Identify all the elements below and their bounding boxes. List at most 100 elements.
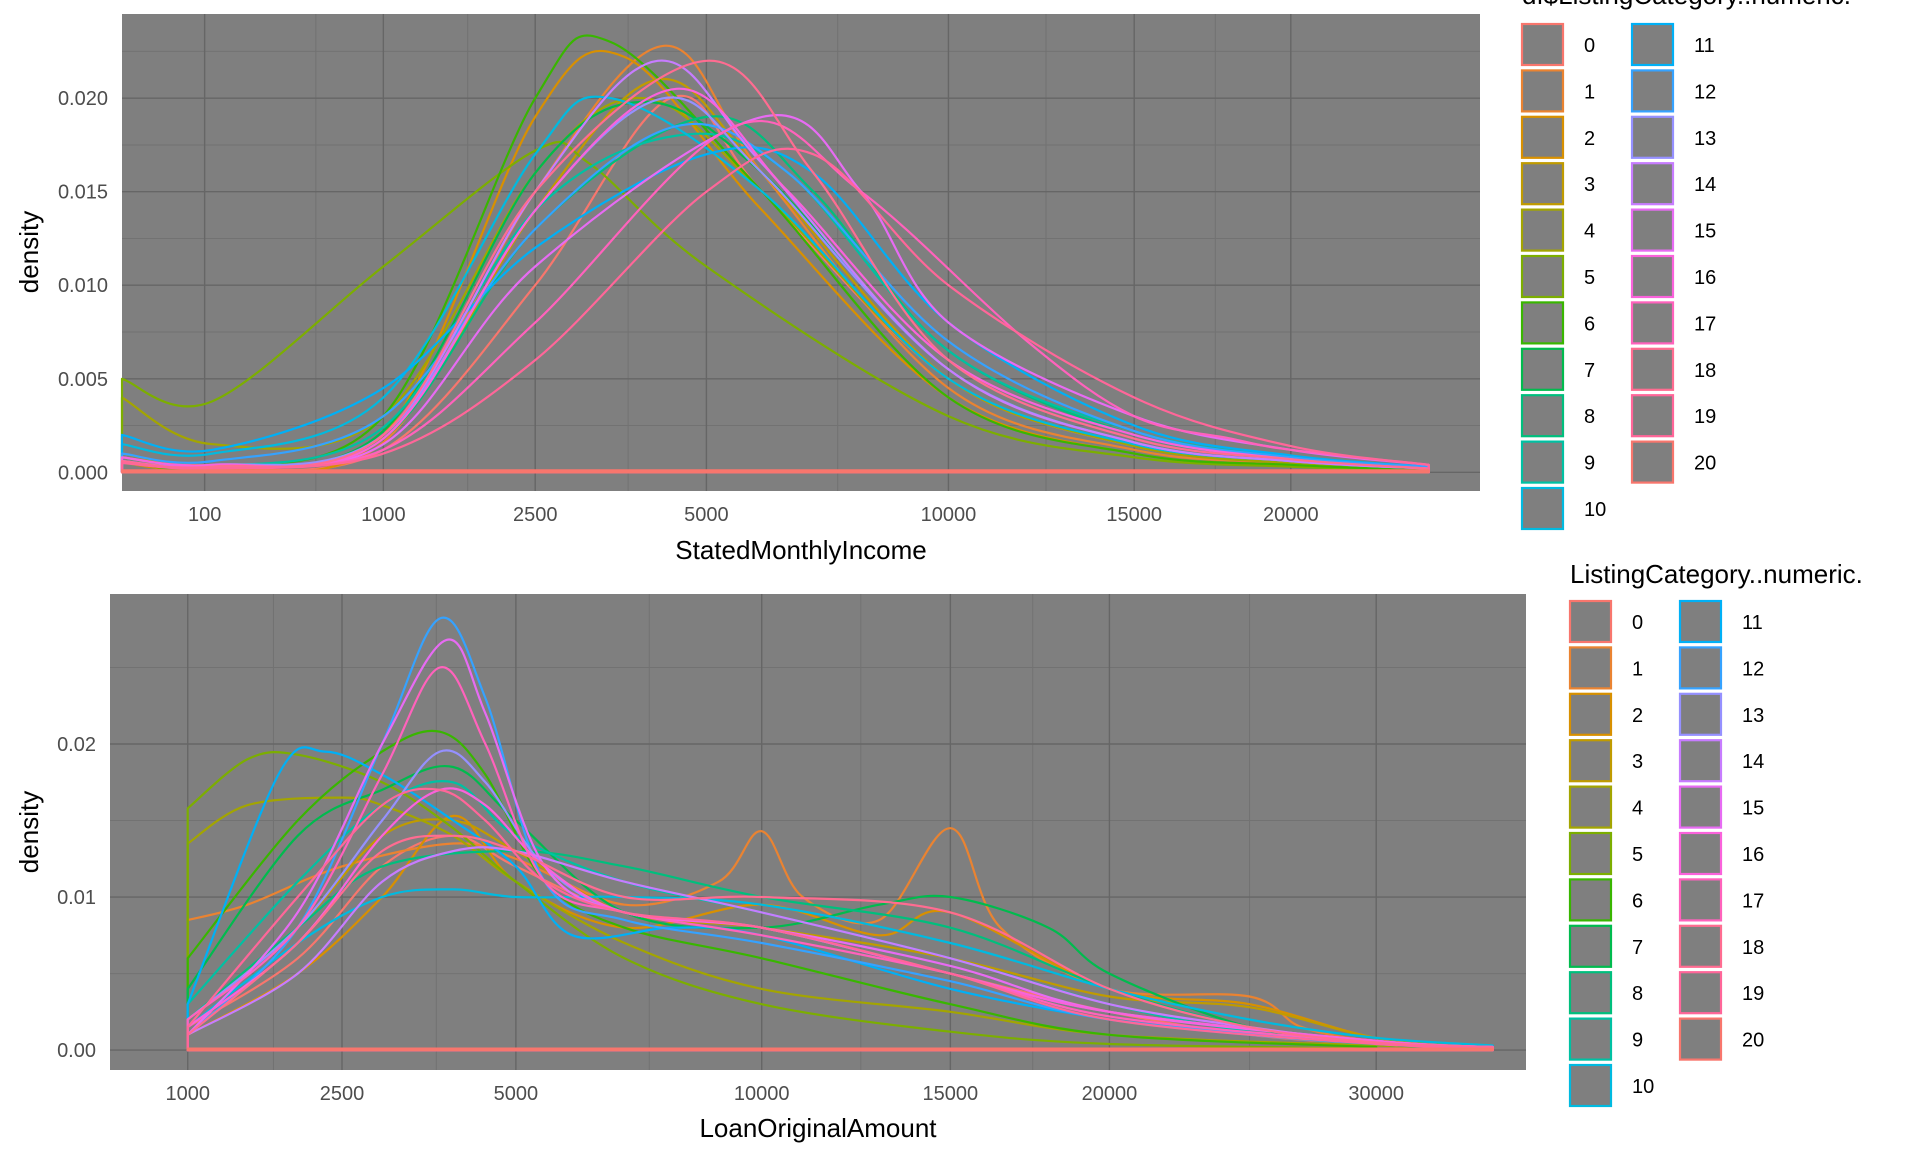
- legend-key-20: [1678, 1017, 1723, 1061]
- legend-key-1: [1520, 69, 1565, 113]
- x-tick-label: 5000: [494, 1083, 539, 1105]
- legend-key-13: [1630, 115, 1675, 159]
- legend-label-1: 1: [1584, 81, 1595, 103]
- legend-key-9: [1520, 440, 1565, 484]
- legend-key-6: [1568, 878, 1613, 922]
- density-curve-20: [120, 469, 1430, 474]
- legend-key-16: [1630, 254, 1675, 299]
- x-tick-label: 5000: [684, 504, 729, 526]
- legend-key-15: [1630, 208, 1675, 252]
- legend-label-6: 6: [1584, 313, 1595, 335]
- legend-label-10: 10: [1584, 499, 1606, 521]
- legend-key-7: [1568, 924, 1613, 968]
- legend-label-6: 6: [1632, 890, 1643, 912]
- legend-label-9: 9: [1632, 1030, 1643, 1052]
- legend-label-3: 3: [1632, 751, 1643, 773]
- legend-label-20: 20: [1694, 453, 1716, 475]
- x-tick-label: 15000: [1106, 504, 1162, 526]
- legend-title: ListingCategory..numeric.: [1570, 559, 1863, 589]
- y-axis-title: density: [14, 211, 44, 293]
- legend-key-3: [1520, 162, 1565, 206]
- legend-key-19: [1678, 971, 1723, 1015]
- density-curve-16: [120, 87, 1430, 474]
- density-curve-12: [120, 122, 1430, 474]
- density-curve-5: [186, 751, 1378, 1052]
- legend-label-0: 0: [1632, 612, 1643, 634]
- legend-label-14: 14: [1742, 751, 1764, 773]
- legend-label-7: 7: [1632, 937, 1643, 959]
- legend-key-11: [1678, 599, 1723, 644]
- x-axis-title: StatedMonthlyIncome: [675, 535, 926, 565]
- x-axis-title: LoanOriginalAmount: [699, 1113, 937, 1143]
- density-curve-15: [120, 114, 1430, 474]
- legend-label-15: 15: [1742, 798, 1764, 820]
- legend-label-5: 5: [1584, 267, 1595, 289]
- y-tick-label: 0.01: [57, 887, 96, 909]
- legend-label-13: 13: [1694, 128, 1716, 150]
- legend-label-20: 20: [1742, 1030, 1764, 1052]
- y-tick-label: 0.02: [57, 734, 96, 756]
- legend-label-18: 18: [1742, 937, 1764, 959]
- legend-key-7: [1520, 347, 1565, 391]
- legend-label-11: 11: [1694, 35, 1715, 57]
- legend-key-14: [1678, 739, 1723, 783]
- legend-key-10: [1520, 486, 1565, 531]
- y-tick-label: 0.005: [58, 369, 108, 391]
- legend-key-20: [1630, 440, 1675, 484]
- legend-key-11: [1630, 22, 1675, 67]
- legend-key-4: [1520, 208, 1565, 252]
- legend-label-16: 16: [1694, 267, 1716, 289]
- legend-key-1: [1568, 646, 1613, 690]
- legend-label-12: 12: [1742, 658, 1764, 680]
- legend-label-2: 2: [1632, 705, 1643, 727]
- legend-label-13: 13: [1742, 705, 1764, 727]
- y-tick-label: 0.015: [58, 182, 108, 204]
- legend-title: df$ListingCategory..numeric.: [1522, 0, 1851, 10]
- density-curve-5: [120, 141, 1430, 474]
- y-tick-label: 0.000: [58, 462, 108, 484]
- y-axis-title: density: [14, 791, 44, 873]
- y-tick-label: 0.020: [58, 88, 108, 110]
- legend-key-5: [1520, 254, 1565, 299]
- legend-key-19: [1630, 394, 1675, 438]
- y-tick-label: 0.00: [57, 1040, 96, 1062]
- density-curve-19: [120, 147, 1430, 474]
- density-curve-10: [186, 888, 1494, 1052]
- legend-key-14: [1630, 162, 1675, 206]
- density-curve-4: [120, 96, 1430, 474]
- density-curve-11: [120, 146, 1430, 474]
- x-tick-labels: 100 1000 2500 5000 10000 15000 20000: [188, 504, 1319, 526]
- legend-key-0: [1520, 22, 1565, 67]
- legend-label-10: 10: [1632, 1076, 1654, 1098]
- x-tick-label: 2500: [513, 504, 558, 526]
- density-curves: [120, 34, 1430, 474]
- legend-key-17: [1678, 878, 1723, 922]
- legend-key-17: [1630, 301, 1675, 345]
- legend-key-16: [1678, 831, 1723, 876]
- density-curves: [186, 616, 1494, 1052]
- legend-label-19: 19: [1742, 983, 1764, 1005]
- legend-label-7: 7: [1584, 360, 1595, 382]
- legend-label-4: 4: [1632, 798, 1643, 820]
- density-curve-18: [120, 59, 1430, 474]
- x-tick-label: 30000: [1348, 1083, 1404, 1105]
- density-curve-19: [186, 787, 1494, 1052]
- y-tick-labels: 0.000 0.005 0.010 0.015 0.020: [58, 88, 108, 484]
- legend-label-4: 4: [1584, 221, 1595, 243]
- legend-key-18: [1630, 347, 1675, 391]
- legend-key-12: [1678, 646, 1723, 690]
- panel-loan: 0.00 0.01 0.02 1000 2500 5000 10000 15000 20000…: [14, 559, 1863, 1143]
- y-tick-labels: 0.00 0.01 0.02: [57, 734, 96, 1062]
- legend-key-0: [1568, 599, 1613, 644]
- x-tick-label: 20000: [1082, 1083, 1138, 1105]
- legend-key-5: [1568, 831, 1613, 876]
- density-curve-4: [186, 796, 1494, 1052]
- x-tick-label: 15000: [923, 1083, 979, 1105]
- legend-label-19: 19: [1694, 406, 1716, 428]
- legend-label-2: 2: [1584, 128, 1595, 150]
- legend: ListingCategory..numeric. 01234567891011…: [1568, 559, 1863, 1108]
- legend-label-5: 5: [1632, 844, 1643, 866]
- legend-key-15: [1678, 785, 1723, 829]
- legend-key-2: [1568, 692, 1613, 736]
